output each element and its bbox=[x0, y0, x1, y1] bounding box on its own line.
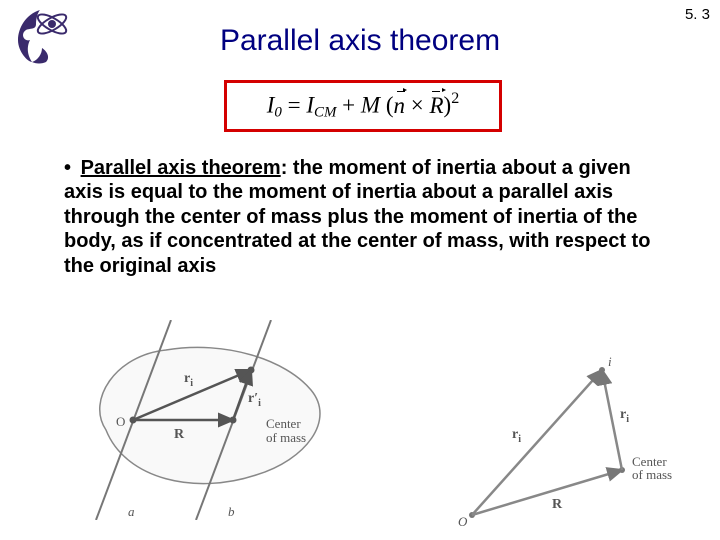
label-b: b bbox=[228, 504, 235, 519]
lead-term: Parallel axis theorem bbox=[81, 157, 281, 179]
svg-text:ri: ri bbox=[512, 427, 521, 445]
formula: I0 = ICM + M (n × R)2 bbox=[267, 90, 460, 121]
svg-text:ri: ri bbox=[620, 407, 629, 425]
bullet: • bbox=[64, 157, 71, 179]
label-i: i bbox=[608, 354, 612, 369]
label-com-r: Center of mass bbox=[632, 454, 672, 482]
figure-vector-triangle: O i R ri ri Center of mass bbox=[452, 350, 682, 530]
formula-box: I0 = ICM + M (n × R)2 bbox=[224, 80, 502, 132]
label-a: a bbox=[128, 504, 135, 519]
body-text: • Parallel axis theorem: the moment of i… bbox=[64, 156, 664, 278]
slide-title: Parallel axis theorem bbox=[0, 24, 720, 58]
label-R-r: R bbox=[552, 497, 563, 512]
label-O: O bbox=[116, 414, 125, 429]
figure-body-axes: O ri r′i R Center of mass a b bbox=[76, 320, 336, 520]
label-R: R bbox=[174, 427, 185, 442]
label-com: Center of mass bbox=[266, 416, 306, 445]
page-number: 5. 3 bbox=[685, 6, 710, 23]
label-O-r: O bbox=[458, 514, 468, 529]
